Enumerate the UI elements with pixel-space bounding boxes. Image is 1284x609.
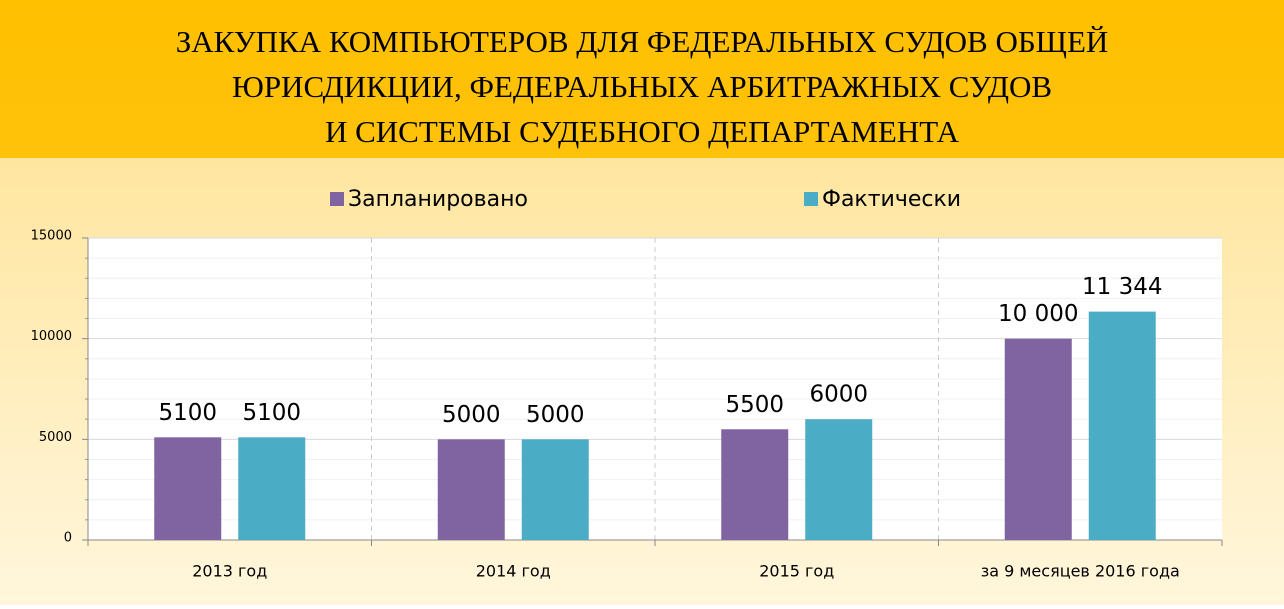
bar [1088,311,1156,540]
data-label: 5100 [242,400,301,426]
bar [721,429,789,540]
bar [1004,338,1072,540]
bar [805,419,873,540]
x-tick-label: 2015 год [759,562,834,581]
data-label: 11 344 [1082,274,1162,300]
x-tick-label: 2014 год [476,562,551,581]
legend-swatch [804,192,818,206]
x-tick-label: за 9 месяцев 2016 года [981,562,1180,581]
bar [437,439,505,540]
bar [154,437,222,540]
title-line: И СИСТЕМЫ СУДЕБНОГО ДЕПАРТАМЕНТА [325,114,960,149]
bar [521,439,589,540]
legend-label: Запланировано [348,187,528,212]
x-tick-label: 2013 год [192,562,267,581]
data-label: 5100 [158,400,217,426]
y-tick-label: 5000 [39,430,72,445]
title-line: ЗАКУПКА КОМПЬЮТЕРОВ ДЛЯ ФЕДЕРАЛЬНЫХ СУДО… [176,24,1109,59]
y-tick-label: 0 [64,531,72,546]
data-label: 5000 [442,402,501,428]
y-tick-label: 10000 [31,329,72,344]
y-tick-label: 15000 [31,229,72,244]
legend-label: Фактически [822,187,961,212]
legend-swatch [330,192,344,206]
data-label: 6000 [809,382,868,408]
bar [238,437,306,540]
header [0,0,1284,158]
data-label: 10 000 [998,301,1078,327]
title-line: ЮРИСДИКЦИИ, ФЕДЕРАЛЬНЫХ АРБИТРАЖНЫХ СУДО… [232,69,1052,104]
data-label: 5500 [725,392,784,418]
data-label: 5000 [526,402,585,428]
